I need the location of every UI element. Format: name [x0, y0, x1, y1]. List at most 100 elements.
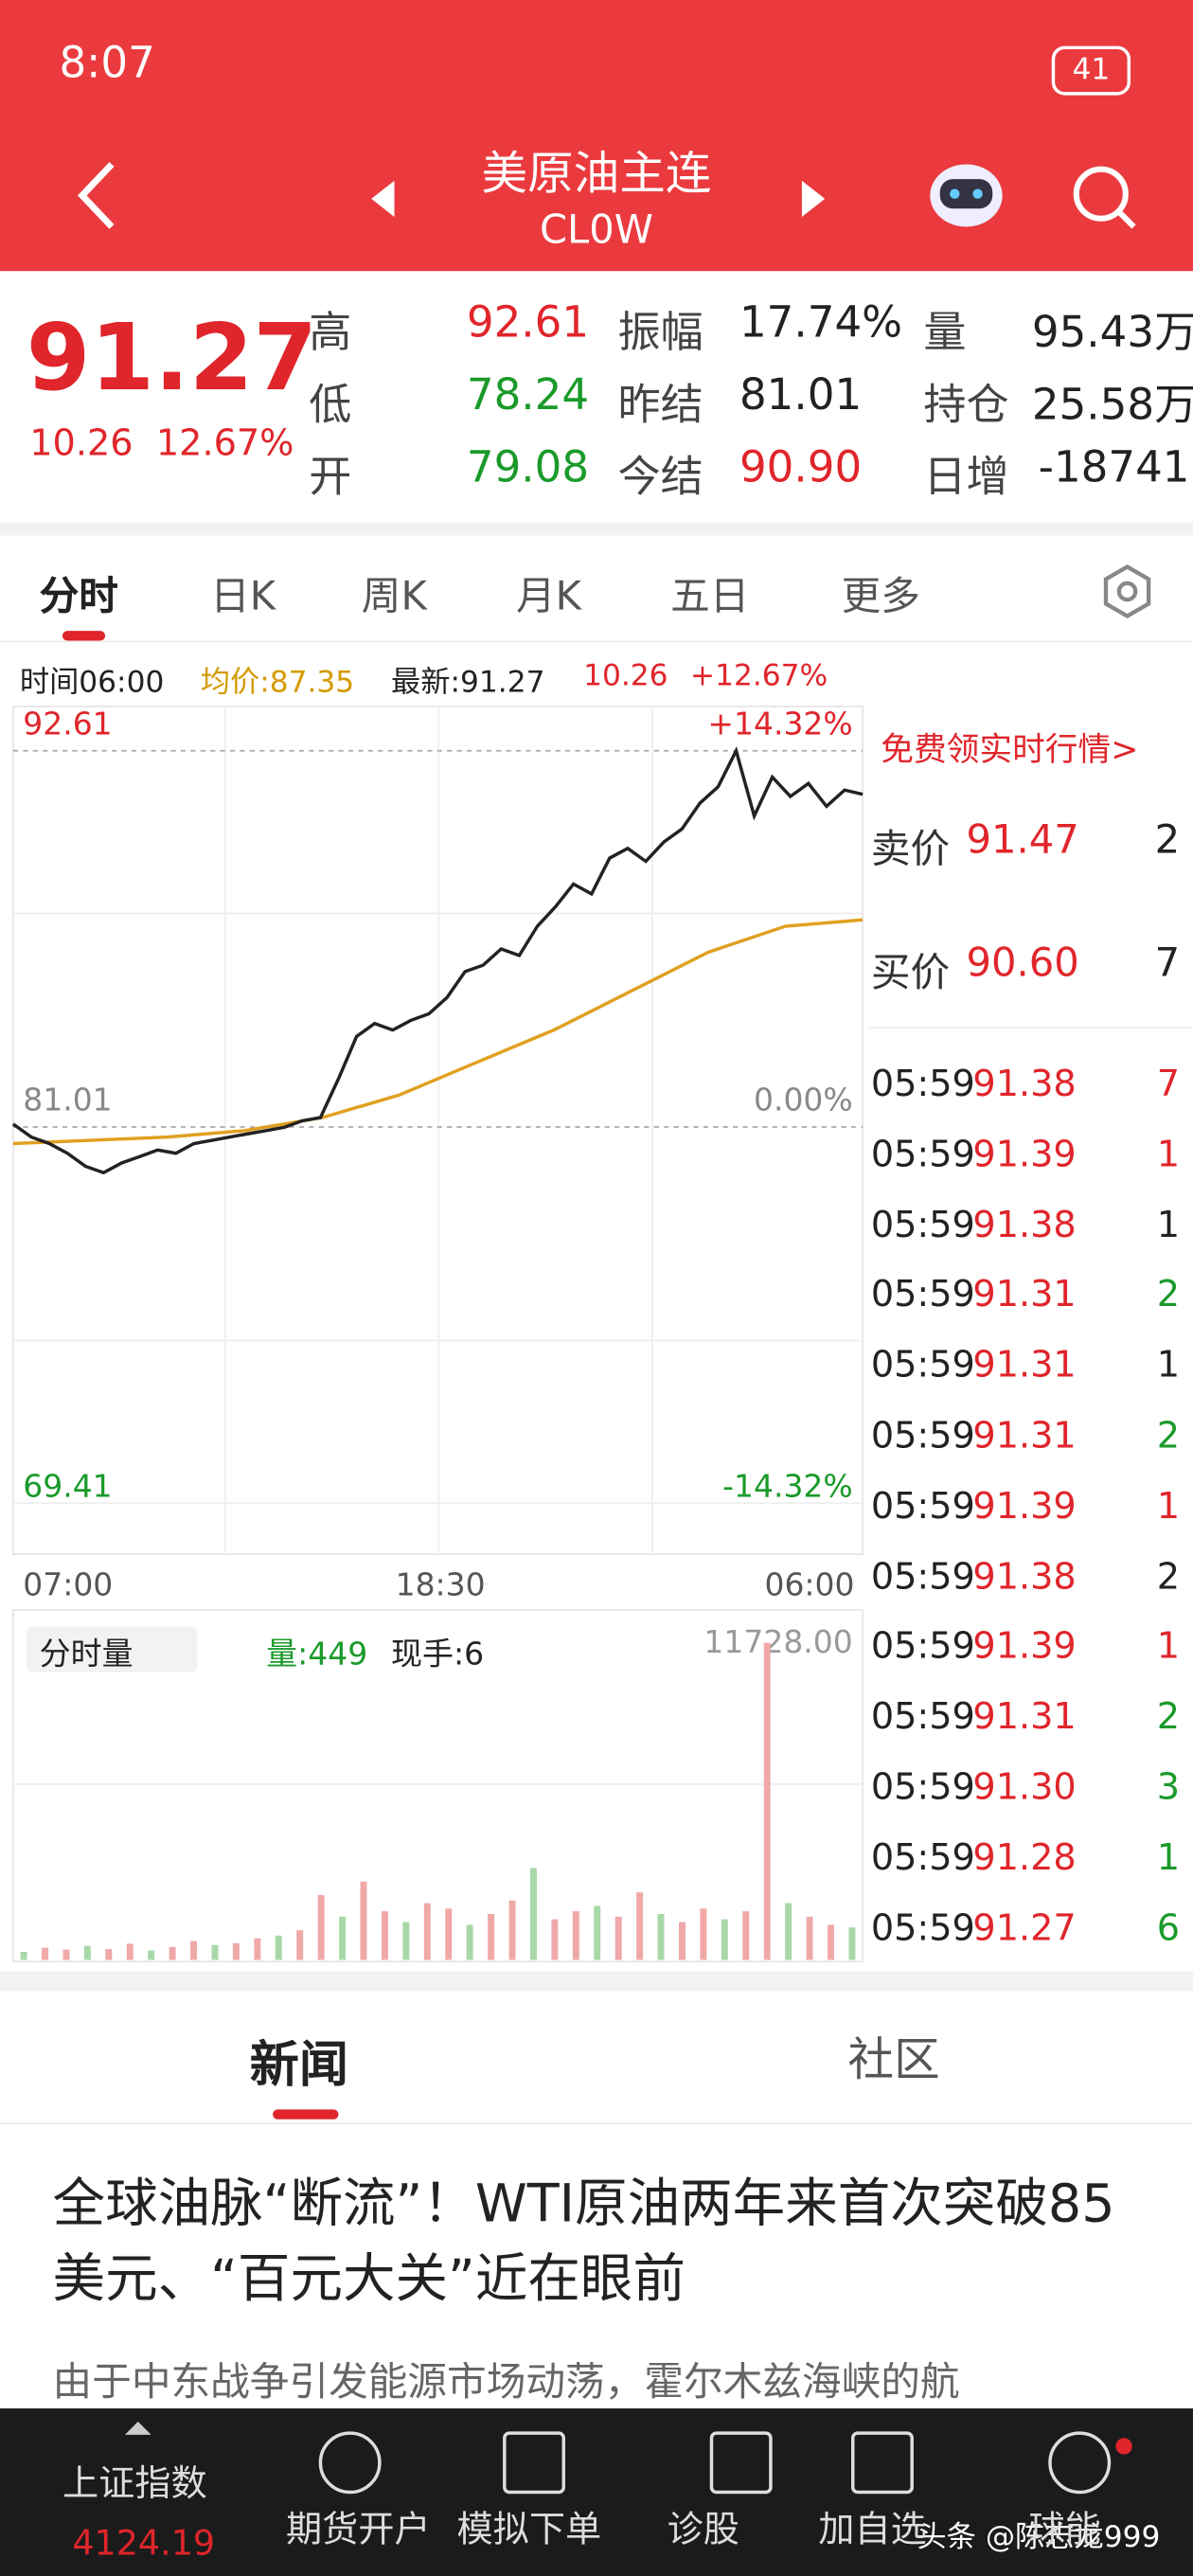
community-tab[interactable]: 社区 — [847, 2031, 940, 2087]
tab[interactable]: 五日 — [670, 573, 750, 619]
book-label: 买价 — [870, 949, 951, 996]
volume-bar — [700, 1908, 707, 1960]
volume-bar — [211, 1944, 219, 1960]
trade-time: 05:59 — [870, 1205, 975, 1246]
x-tick-label: 18:30 — [396, 1565, 486, 1602]
nav-icon[interactable] — [850, 2431, 914, 2495]
trade-volume: 1 — [1156, 1135, 1181, 1176]
tab[interactable]: 更多 — [841, 573, 920, 619]
volume-bar — [339, 1916, 347, 1960]
volume-bar — [679, 1922, 686, 1960]
volume-bar — [742, 1911, 750, 1960]
stat-value: 92.61 — [466, 298, 590, 349]
news-indicator — [273, 2109, 339, 2120]
divider — [0, 1971, 1193, 1992]
nav-icon[interactable] — [709, 2431, 773, 2495]
volume-bar — [402, 1922, 410, 1960]
volume-bar — [657, 1913, 665, 1960]
price: 91.27 — [26, 305, 318, 413]
volume-now: 量:449 — [266, 1636, 368, 1673]
trade-price: 91.39 — [972, 1135, 1077, 1176]
tab[interactable]: 周K — [361, 573, 427, 619]
back-button[interactable] — [65, 156, 131, 239]
nav-icon[interactable] — [318, 2431, 382, 2495]
nav-icon[interactable] — [503, 2431, 566, 2495]
search-button[interactable] — [1068, 161, 1140, 233]
volume-selector[interactable] — [26, 1626, 198, 1673]
x-tick-label: 07:00 — [23, 1565, 113, 1602]
next-button[interactable] — [795, 177, 831, 220]
nav-label[interactable]: 加自选 — [818, 2510, 927, 2551]
volume-bar — [614, 1916, 622, 1960]
info-latest: 最新:91.27 — [391, 665, 545, 700]
trade-price: 91.31 — [972, 1416, 1077, 1458]
news-tab[interactable]: 新闻 — [249, 2037, 348, 2095]
volume-bar — [83, 1945, 91, 1960]
info-pct: +12.67% — [689, 658, 828, 694]
stat-value: 90.90 — [739, 443, 863, 493]
stat-label: 持仓 — [923, 381, 1009, 431]
book-label: 卖价 — [870, 826, 951, 873]
volume-bar — [148, 1950, 155, 1960]
status-time: 8:07 — [59, 39, 155, 89]
tab[interactable]: 日K — [210, 573, 276, 619]
badge — [1115, 2438, 1132, 2455]
intraday-chart: 92.61 +14.32% 81.01 0.00% 69.41 -14.32% 07:00 1… — [11, 705, 864, 1963]
trade-time: 05:59 — [870, 1486, 975, 1528]
divider — [0, 2122, 1193, 2124]
robot-button[interactable] — [920, 152, 1012, 234]
volume-bar — [594, 1905, 601, 1960]
trade-price: 91.38 — [972, 1205, 1077, 1246]
pct-label: +14.32% — [707, 705, 852, 742]
trade-volume: 1 — [1156, 1205, 1181, 1246]
book-price: 90.60 — [966, 939, 1079, 986]
nav-label[interactable]: 球能 — [1028, 2510, 1101, 2551]
trade-time: 05:59 — [870, 1416, 975, 1458]
volume-bar — [360, 1881, 367, 1960]
trade-time: 05:59 — [870, 1275, 975, 1317]
trade-volume: 2 — [1156, 1556, 1181, 1599]
nav-label[interactable]: 模拟下单 — [456, 2510, 602, 2551]
stat-value: 17.74% — [739, 298, 903, 349]
divider — [0, 640, 1193, 643]
stat-label: 今结 — [617, 453, 703, 503]
volume-bar — [190, 1941, 198, 1960]
nav-label[interactable]: 诊股 — [667, 2510, 740, 2551]
volume-bar — [126, 1943, 134, 1960]
volume-bar — [572, 1911, 579, 1960]
volume-frame — [12, 1609, 864, 1963]
volume-bar — [551, 1919, 559, 1960]
volume-bar — [275, 1935, 282, 1960]
prev-button[interactable] — [365, 177, 401, 220]
trade-volume: 1 — [1156, 1486, 1181, 1528]
stat-label: 高 — [309, 309, 352, 359]
volume-bar — [169, 1946, 176, 1960]
trade-time: 05:59 — [870, 1697, 975, 1739]
volume-bar — [763, 1642, 771, 1960]
avg-line — [12, 918, 864, 1146]
trade-price: 91.27 — [972, 1908, 1077, 1950]
volume-bar — [254, 1938, 261, 1960]
index-name[interactable]: 上证指数 — [62, 2464, 207, 2506]
y-tick-label: 69.41 — [23, 1467, 112, 1504]
tab[interactable]: 月K — [515, 573, 581, 619]
trade-volume: 2 — [1156, 1697, 1181, 1739]
nav-icon[interactable] — [1048, 2431, 1112, 2495]
headline[interactable]: 全球油脉“断流”！WTI原油两年来首次突破85美元、“百元大关”近在眼前 — [52, 2172, 1115, 2310]
trade-volume: 6 — [1156, 1908, 1181, 1950]
trade-price: 91.31 — [972, 1346, 1077, 1387]
tab[interactable]: 分时 — [39, 573, 118, 619]
volume-hand: 现手:6 — [391, 1636, 485, 1673]
stat-label: 开 — [309, 453, 352, 503]
trade-price: 91.30 — [972, 1767, 1077, 1809]
price-line — [11, 745, 864, 1175]
promo[interactable]: 免费领实时行情> — [881, 729, 1139, 769]
x-tick-label: 06:00 — [764, 1565, 854, 1602]
nav-label[interactable]: 期货开户 — [285, 2510, 431, 2551]
settings-button[interactable] — [1097, 562, 1156, 620]
trade-price: 91.39 — [972, 1627, 1077, 1669]
volume-bar — [317, 1894, 325, 1960]
trade-price: 91.38 — [972, 1064, 1077, 1106]
stat-value: 78.24 — [466, 371, 590, 421]
